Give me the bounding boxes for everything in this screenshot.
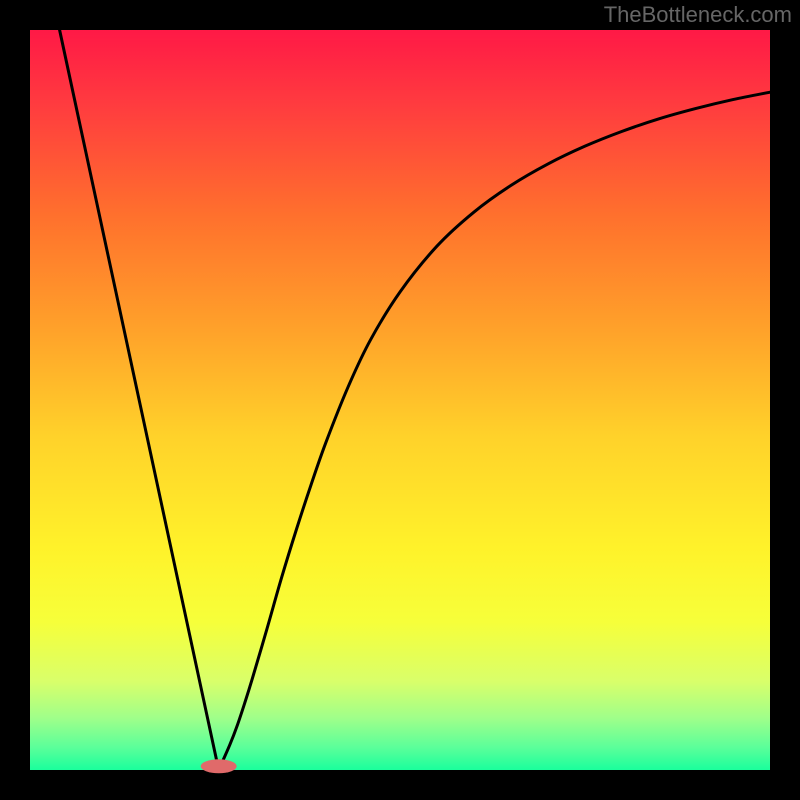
optimal-marker <box>201 759 237 773</box>
chart-background <box>30 30 770 770</box>
watermark-text: TheBottleneck.com <box>604 2 792 28</box>
